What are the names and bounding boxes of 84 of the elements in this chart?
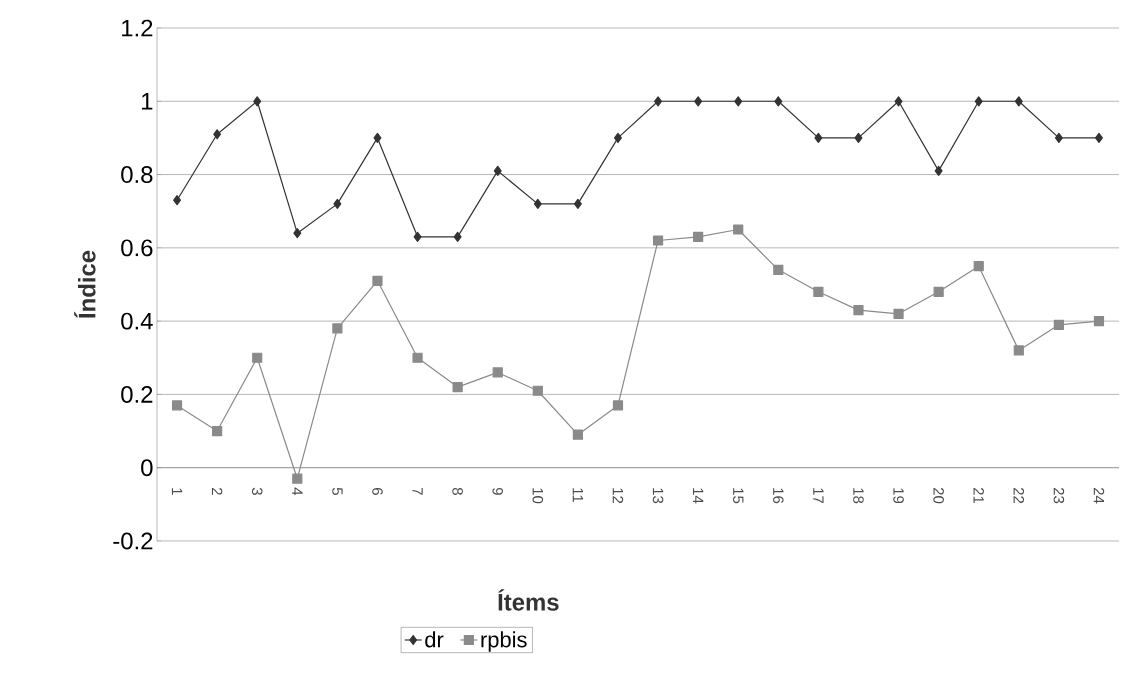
point xyxy=(572,429,583,440)
point xyxy=(412,352,423,363)
point xyxy=(372,275,383,286)
point xyxy=(173,195,182,206)
point xyxy=(773,264,784,275)
x-tick-label: 18 xyxy=(853,488,864,504)
point xyxy=(293,228,302,239)
x-tick-label: 4 xyxy=(292,487,303,496)
point xyxy=(612,400,624,411)
point xyxy=(613,132,622,144)
point xyxy=(333,198,342,209)
x-tick-label: 3 xyxy=(251,487,263,495)
point xyxy=(652,235,664,246)
point xyxy=(933,286,944,297)
point xyxy=(1013,345,1024,356)
point xyxy=(814,132,823,144)
point xyxy=(453,231,462,242)
x-axis-title: Ítems xyxy=(498,589,559,611)
point xyxy=(533,198,542,209)
x-tick-label: 14 xyxy=(693,488,704,504)
point xyxy=(973,261,984,272)
y-axis-title: Índice xyxy=(74,250,96,318)
y-tick-label: 0.8 xyxy=(121,166,153,184)
point xyxy=(854,132,863,144)
point xyxy=(1094,132,1103,144)
x-tick-label: 24 xyxy=(1093,487,1105,504)
x-tick-label: 21 xyxy=(973,487,984,504)
point xyxy=(373,132,382,144)
point xyxy=(171,400,183,411)
x-tick-label: 2 xyxy=(211,487,223,495)
legend-label: dr xyxy=(425,631,444,648)
y-tick-label: 1.2 xyxy=(122,19,153,37)
x-tick-label: 11 xyxy=(572,488,584,502)
point xyxy=(452,381,463,393)
point xyxy=(213,129,222,140)
x-tick-label: 22 xyxy=(1013,487,1025,504)
x-tick-label: 15 xyxy=(733,488,744,504)
point xyxy=(1093,316,1105,327)
point xyxy=(493,165,502,176)
x-tick-label: 23 xyxy=(1053,487,1065,504)
point xyxy=(733,224,744,235)
point xyxy=(893,308,904,319)
y-tick-label: 0.6 xyxy=(121,239,153,257)
point xyxy=(253,96,262,107)
x-tick-label: 5 xyxy=(332,487,343,495)
point xyxy=(212,425,223,437)
x-tick-label: 6 xyxy=(372,487,383,495)
point xyxy=(413,231,422,242)
point xyxy=(532,385,543,396)
x-tick-label: 16 xyxy=(773,488,784,504)
y-tick-label: 0 xyxy=(141,459,153,477)
point xyxy=(813,286,824,297)
x-tick-label: 9 xyxy=(492,487,504,495)
x-tick-label: 20 xyxy=(933,487,944,504)
x-tick-label: 8 xyxy=(452,487,463,495)
point xyxy=(693,231,704,242)
point xyxy=(694,96,703,107)
x-tick-label: 12 xyxy=(612,488,624,504)
x-tick-label: 10 xyxy=(532,488,544,504)
y-tick-label: 1 xyxy=(142,93,153,110)
point xyxy=(974,96,983,107)
x-tick-label: 19 xyxy=(893,488,904,504)
x-tick-label: 7 xyxy=(412,487,423,495)
point xyxy=(894,96,903,107)
x-tick-label: 13 xyxy=(652,488,664,504)
point xyxy=(332,323,343,334)
point xyxy=(654,96,663,107)
point xyxy=(573,198,582,209)
point xyxy=(1054,132,1063,144)
x-tick-label: 1 xyxy=(171,488,183,495)
y-tick-label: 0.4 xyxy=(121,312,153,330)
point xyxy=(252,352,263,363)
point xyxy=(734,96,743,107)
point xyxy=(292,473,303,484)
point xyxy=(853,305,864,316)
point xyxy=(1053,319,1064,330)
legend-label: rpbis xyxy=(481,631,527,652)
point xyxy=(1014,96,1023,107)
point xyxy=(492,367,503,378)
y-tick-label: -0.2 xyxy=(113,532,153,550)
y-tick-label: 0.2 xyxy=(121,385,153,403)
point xyxy=(934,165,943,176)
point xyxy=(774,96,783,107)
x-tick-label: 17 xyxy=(813,488,824,504)
